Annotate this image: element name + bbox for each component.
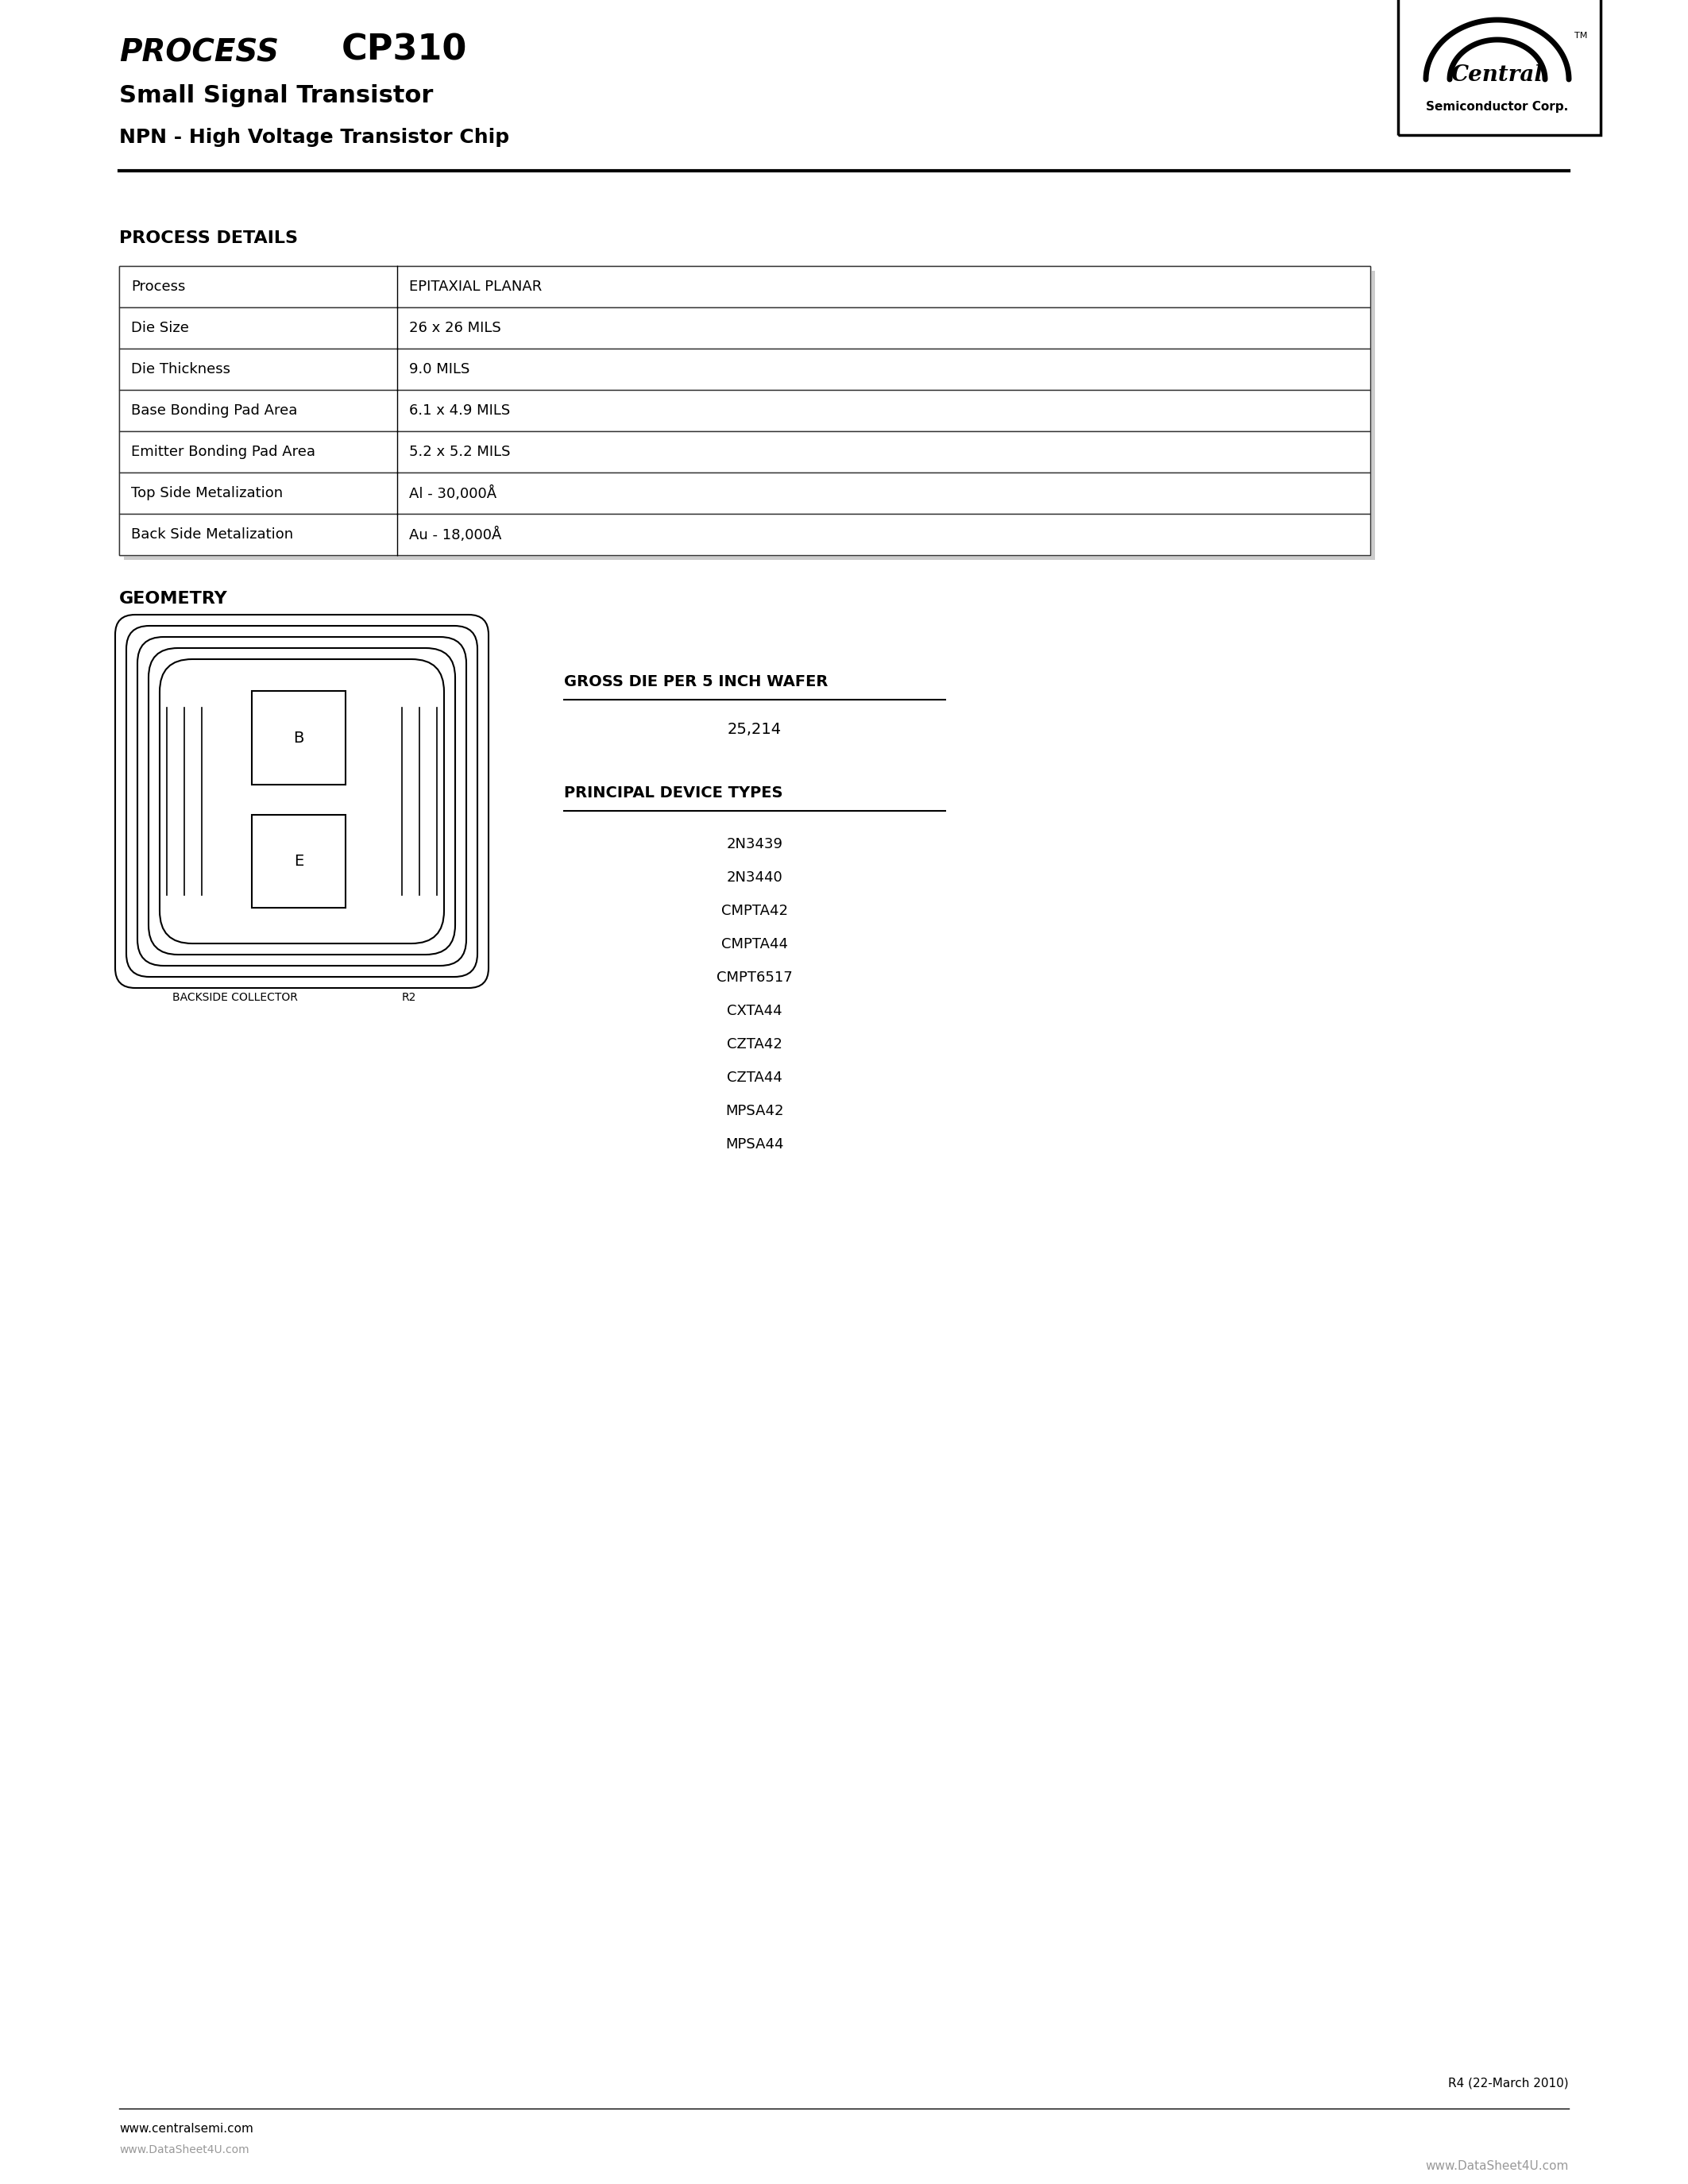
Bar	[120, 430, 1371, 472]
Text: CMPTA42: CMPTA42	[721, 904, 788, 917]
Text: Emitter Bonding Pad Area: Emitter Bonding Pad Area	[132, 446, 316, 459]
FancyBboxPatch shape	[137, 638, 466, 965]
Text: BACKSIDE COLLECTOR: BACKSIDE COLLECTOR	[172, 992, 297, 1002]
Text: 6.1 x 4.9 MILS: 6.1 x 4.9 MILS	[408, 404, 510, 417]
Text: R2: R2	[402, 992, 415, 1002]
Bar	[120, 266, 1371, 308]
Text: Semiconductor Corp.: Semiconductor Corp.	[1426, 100, 1568, 114]
Bar	[120, 513, 1371, 555]
Text: PRINCIPAL DEVICE TYPES: PRINCIPAL DEVICE TYPES	[564, 786, 783, 802]
Text: GROSS DIE PER 5 INCH WAFER: GROSS DIE PER 5 INCH WAFER	[564, 675, 829, 690]
Text: E: E	[294, 854, 304, 869]
Bar	[252, 815, 346, 909]
Text: EPITAXIAL PLANAR: EPITAXIAL PLANAR	[408, 280, 542, 295]
Text: 5.2 x 5.2 MILS: 5.2 x 5.2 MILS	[408, 446, 510, 459]
Text: CMPT6517: CMPT6517	[717, 970, 793, 985]
Bar	[120, 391, 1371, 430]
Bar	[1398, 0, 1600, 135]
Text: 9.0 MILS: 9.0 MILS	[408, 363, 469, 376]
Bar	[120, 266, 1371, 308]
Text: NPN - High Voltage Transistor Chip: NPN - High Voltage Transistor Chip	[120, 129, 510, 146]
Bar	[120, 472, 1371, 513]
Text: 26 x 26 MILS: 26 x 26 MILS	[408, 321, 501, 334]
Text: CZTA44: CZTA44	[728, 1070, 783, 1085]
Text: 2N3439: 2N3439	[726, 836, 783, 852]
Text: 25,214: 25,214	[728, 723, 782, 736]
Text: CMPTA44: CMPTA44	[721, 937, 788, 952]
Text: R4 (22-March 2010): R4 (22-March 2010)	[1448, 2077, 1568, 2088]
Bar	[120, 349, 1371, 391]
Text: PROCESS DETAILS: PROCESS DETAILS	[120, 229, 297, 247]
Text: Small Signal Transistor: Small Signal Transistor	[120, 85, 434, 107]
Text: EPITAXIAL PLANAR: EPITAXIAL PLANAR	[408, 280, 542, 295]
Text: Al - 30,000Å: Al - 30,000Å	[408, 485, 496, 500]
Bar	[135, 636, 469, 968]
Bar	[120, 513, 1371, 555]
Text: MPSA44: MPSA44	[726, 1138, 783, 1151]
Text: Process: Process	[132, 280, 186, 295]
Text: PROCESS: PROCESS	[120, 37, 279, 68]
Text: Die Size: Die Size	[132, 321, 189, 334]
Text: 2N3440: 2N3440	[726, 871, 783, 885]
Text: CZTA42: CZTA42	[728, 1037, 783, 1051]
Text: Au - 18,000Å: Au - 18,000Å	[408, 526, 501, 542]
Bar	[120, 308, 1371, 349]
Text: Die Thickness: Die Thickness	[132, 363, 230, 376]
Text: Central: Central	[1452, 66, 1543, 85]
Bar	[120, 430, 1371, 472]
Text: Back Side Metalization: Back Side Metalization	[132, 526, 294, 542]
Text: Die Thickness: Die Thickness	[132, 363, 230, 376]
Text: 6.1 x 4.9 MILS: 6.1 x 4.9 MILS	[408, 404, 510, 417]
Bar	[123, 271, 1376, 559]
Text: www.DataSheet4U.com: www.DataSheet4U.com	[1426, 2160, 1568, 2173]
Bar	[252, 692, 346, 784]
Text: TM: TM	[1575, 33, 1587, 39]
Text: GEOMETRY: GEOMETRY	[120, 592, 228, 607]
Text: Top Side Metalization: Top Side Metalization	[132, 487, 284, 500]
Text: Back Side Metalization: Back Side Metalization	[132, 526, 294, 542]
FancyBboxPatch shape	[115, 614, 488, 987]
Text: B: B	[294, 729, 304, 745]
Text: 5.2 x 5.2 MILS: 5.2 x 5.2 MILS	[408, 446, 510, 459]
FancyBboxPatch shape	[149, 649, 456, 954]
FancyBboxPatch shape	[160, 660, 444, 943]
Text: MPSA42: MPSA42	[726, 1103, 783, 1118]
Text: www.DataSheet4U.com: www.DataSheet4U.com	[120, 2145, 250, 2156]
Text: Die Size: Die Size	[132, 321, 189, 334]
Text: Base Bonding Pad Area: Base Bonding Pad Area	[132, 404, 297, 417]
FancyBboxPatch shape	[127, 627, 478, 976]
Bar	[120, 308, 1371, 349]
Text: CXTA44: CXTA44	[728, 1005, 782, 1018]
Text: CP310: CP310	[341, 33, 468, 68]
Bar	[120, 391, 1371, 430]
Text: Al - 30,000Å: Al - 30,000Å	[408, 485, 496, 500]
Text: 9.0 MILS: 9.0 MILS	[408, 363, 469, 376]
Text: Process: Process	[132, 280, 186, 295]
Text: Top Side Metalization: Top Side Metalization	[132, 487, 284, 500]
Bar	[120, 349, 1371, 391]
Text: Base Bonding Pad Area: Base Bonding Pad Area	[132, 404, 297, 417]
Bar	[120, 472, 1371, 513]
Text: Emitter Bonding Pad Area: Emitter Bonding Pad Area	[132, 446, 316, 459]
Text: 26 x 26 MILS: 26 x 26 MILS	[408, 321, 501, 334]
Text: Au - 18,000Å: Au - 18,000Å	[408, 526, 501, 542]
Text: www.centralsemi.com: www.centralsemi.com	[120, 2123, 253, 2134]
